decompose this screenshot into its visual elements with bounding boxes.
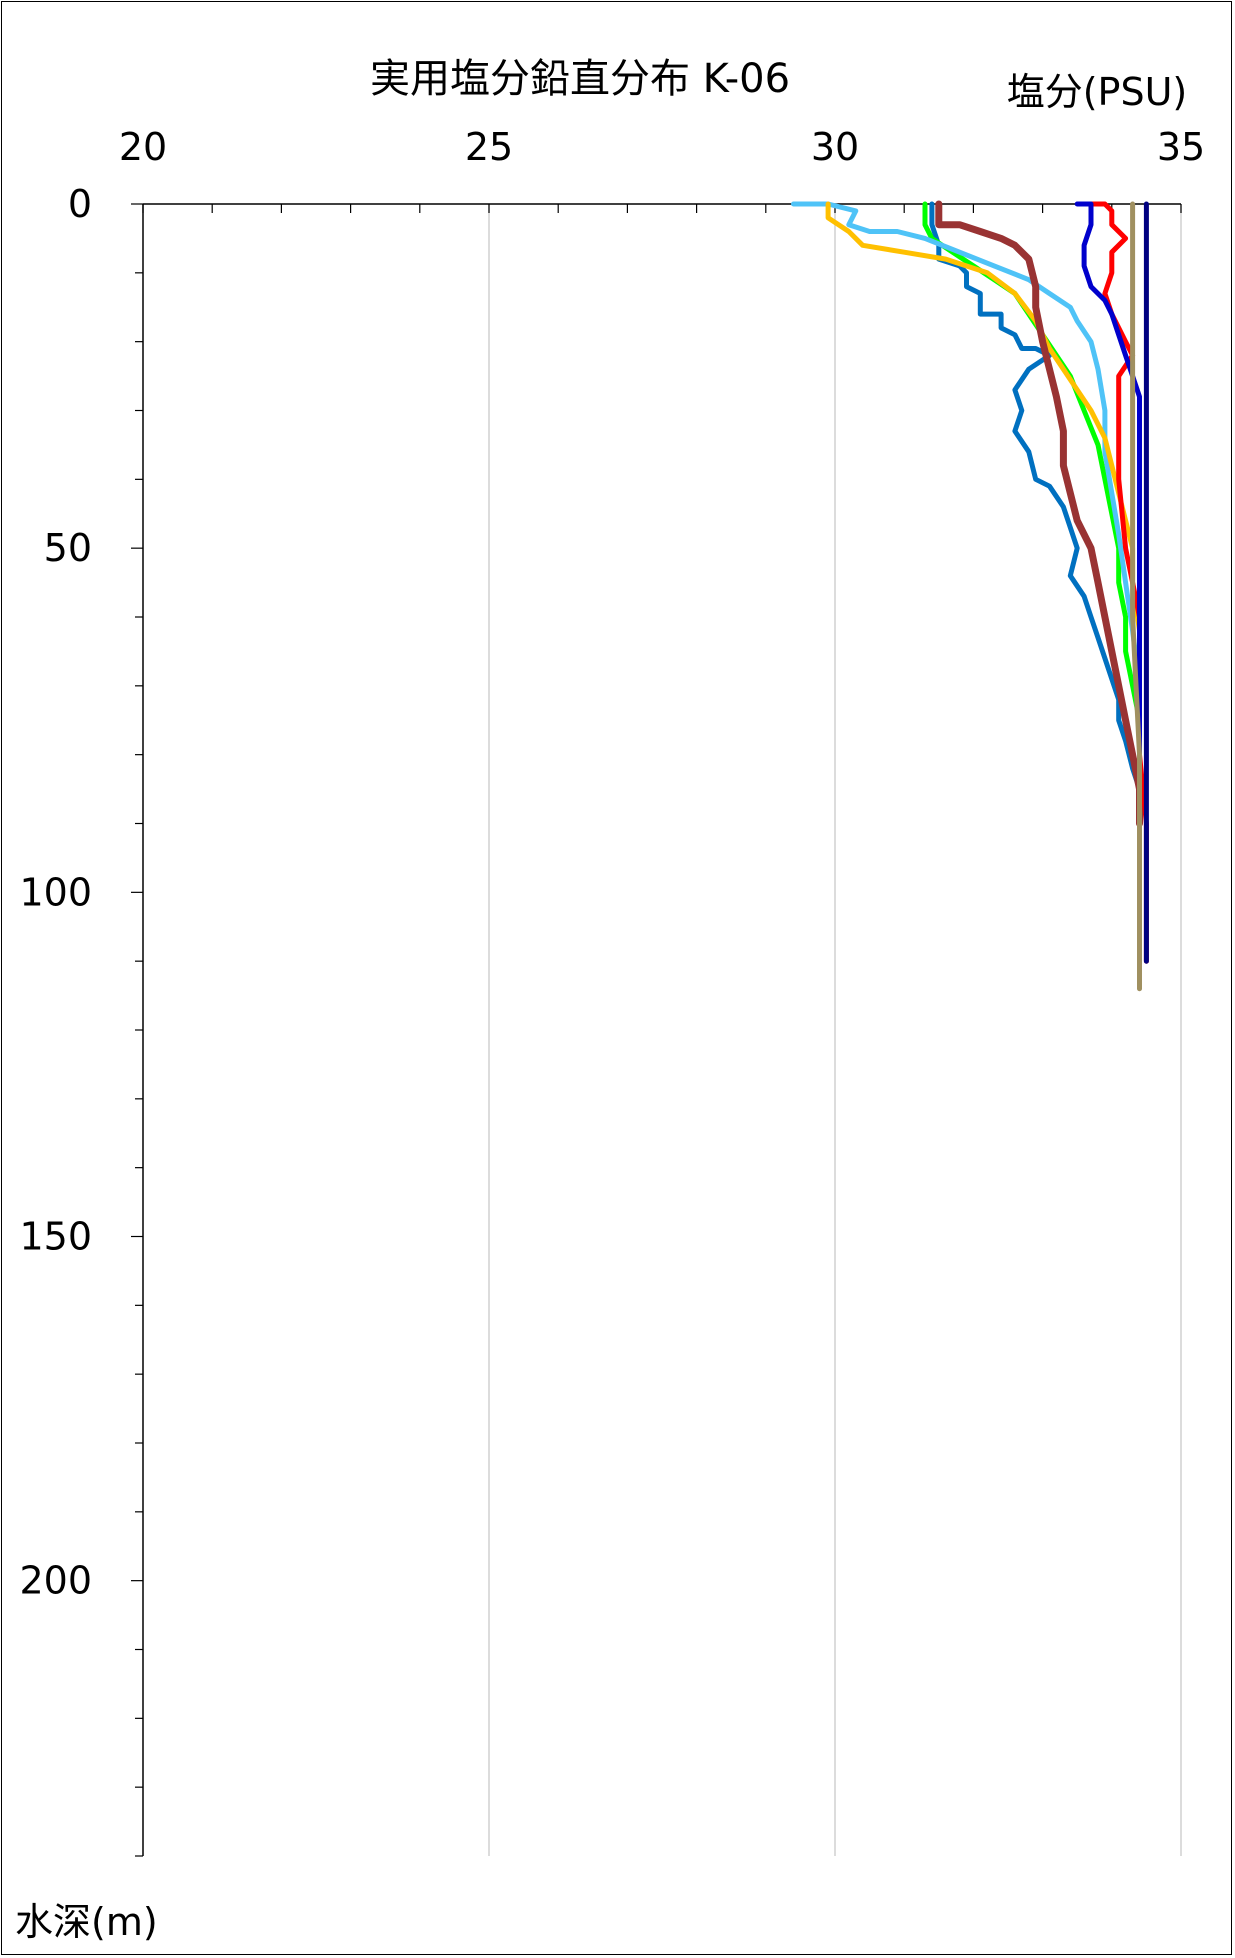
y-tick-label: 150 xyxy=(19,1215,92,1259)
chart-title: 実用塩分鉛直分布 K-06 xyxy=(370,56,790,102)
x-tick-labels: 20 25 30 35 xyxy=(119,125,1205,169)
y-axis-title: 水深(m) xyxy=(15,1900,158,1944)
x-tick-label: 25 xyxy=(465,125,513,169)
series-line-9 xyxy=(1130,201,1142,992)
series-line-5 xyxy=(935,200,1143,827)
y-tick-label: 100 xyxy=(19,870,92,914)
x-tick-label: 20 xyxy=(119,125,167,169)
x-tick-label: 35 xyxy=(1157,125,1205,169)
y-tick-label: 0 xyxy=(68,182,92,226)
y-tick-label: 50 xyxy=(44,526,92,570)
y-tick-labels: 0 50 100 150 200 xyxy=(19,182,92,1603)
x-axis-title: 塩分(PSU) xyxy=(1007,70,1188,114)
series-line-3 xyxy=(791,201,1142,758)
x-tick-label: 30 xyxy=(811,125,859,169)
series-line-1 xyxy=(929,201,1142,792)
tick-marks xyxy=(131,203,1182,1857)
series-line-7 xyxy=(1074,201,1142,964)
series-lines xyxy=(791,200,1149,992)
gridlines xyxy=(488,204,1182,1856)
axes xyxy=(142,203,1181,1856)
y-tick-label: 200 xyxy=(19,1559,92,1603)
